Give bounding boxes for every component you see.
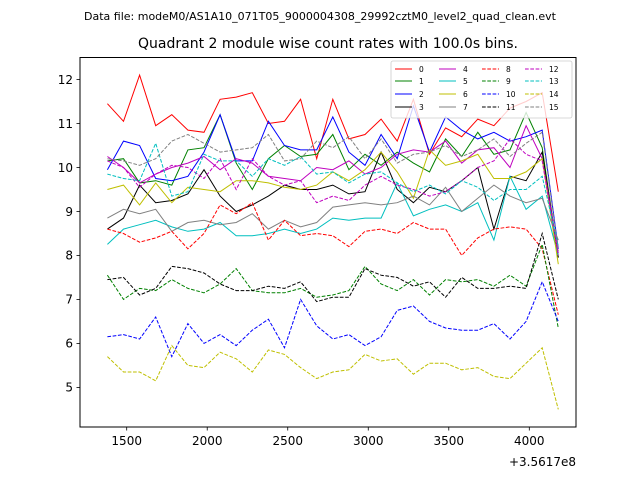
legend-label-5: 5 [463, 77, 468, 86]
x-tick-label: 4000 [514, 434, 545, 448]
y-tick-label: 9 [65, 205, 73, 219]
x-tick-label: 2500 [272, 434, 303, 448]
series-line-12 [107, 138, 559, 256]
legend-label-11: 11 [506, 103, 516, 112]
legend-label-14: 14 [549, 90, 559, 99]
y-tick-label: 8 [65, 249, 73, 263]
legend-label-1: 1 [419, 77, 424, 86]
series-line-7 [107, 184, 559, 241]
chart-title: Quadrant 2 module wise count rates with … [138, 36, 518, 52]
legend-label-2: 2 [419, 90, 424, 99]
legend-label-0: 0 [419, 65, 424, 74]
series-line-2 [106, 104, 559, 249]
series-line-9 [106, 242, 559, 329]
series-line-13 [107, 141, 559, 247]
x-tick-label: 1500 [111, 434, 142, 448]
y-tick-label: 12 [58, 73, 73, 87]
x-axis-offset-label: +3.5617e8 [509, 455, 576, 469]
legend-label-12: 12 [549, 65, 559, 74]
legend-label-10: 10 [506, 90, 516, 99]
legend-label-7: 7 [463, 103, 468, 112]
y-tick-label: 5 [65, 381, 73, 395]
series-line-3 [107, 150, 559, 258]
legend-label-13: 13 [549, 77, 559, 86]
y-tick-label: 10 [58, 161, 73, 175]
series-line-11 [107, 231, 559, 303]
legend-label-8: 8 [506, 65, 511, 74]
series-line-8 [107, 201, 559, 315]
y-tick-label: 11 [58, 117, 73, 131]
series-line-0 [107, 73, 559, 192]
series-line-15 [107, 131, 559, 252]
legend-label-6: 6 [463, 90, 468, 99]
legend-box [390, 60, 573, 119]
data-file-header: Data file: modeM0/AS1A10_071T05_90000043… [84, 10, 557, 23]
series-line-14 [107, 344, 559, 410]
series-line-4 [107, 124, 559, 254]
y-tick-label: 7 [65, 293, 73, 307]
y-tick-label: 6 [65, 337, 73, 351]
legend-label-9: 9 [506, 77, 511, 86]
x-tick-label: 2000 [192, 434, 223, 448]
x-tick-label: 3500 [434, 434, 465, 448]
legend-label-3: 3 [419, 103, 424, 112]
legend-label-15: 15 [549, 103, 559, 112]
series-line-1 [107, 111, 559, 258]
series-line-5 [107, 174, 559, 256]
legend-label-4: 4 [463, 65, 468, 74]
x-tick-label: 3000 [353, 434, 384, 448]
plot-frame [79, 57, 577, 428]
series-line-10 [107, 280, 559, 358]
